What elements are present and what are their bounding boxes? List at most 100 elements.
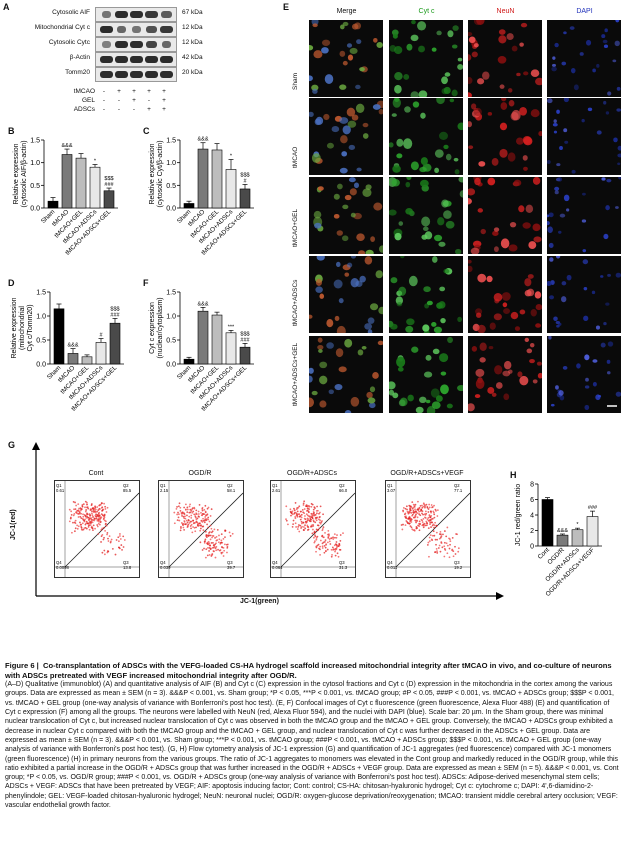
treatment-sign: +: [147, 88, 151, 95]
flow-event: [79, 521, 81, 524]
cell-spot: [458, 177, 463, 183]
flow-event: [293, 512, 296, 514]
cell-spot: [367, 329, 373, 333]
flow-quadrant-label: 3.07: [387, 488, 396, 493]
flow-event: [94, 527, 96, 530]
flow-event: [296, 513, 299, 516]
significance-label: &&&: [61, 143, 72, 149]
flow-event: [424, 506, 426, 509]
cell-spot: [422, 324, 430, 332]
y-tick-label: 4: [530, 513, 534, 520]
blot-band: [145, 56, 158, 63]
cell-spot: [342, 125, 351, 135]
flow-event: [81, 503, 84, 506]
cell-spot: [547, 221, 550, 226]
cell-spot: [605, 205, 610, 211]
flow-event: [188, 522, 191, 524]
significance-label: $$$: [240, 331, 249, 337]
micro-image-cell: [468, 177, 542, 254]
flow-event: [333, 544, 336, 547]
flow-event: [83, 527, 86, 530]
cell-spot: [319, 375, 328, 385]
y-axis-label: JC-1 red/green ratio: [515, 484, 522, 546]
flow-event: [430, 515, 433, 517]
cell-spot: [423, 286, 431, 293]
cell-spot: [477, 208, 484, 213]
flow-event: [214, 536, 216, 539]
flow-event: [211, 536, 213, 539]
blot-band: [161, 11, 172, 18]
cell-spot: [556, 177, 563, 182]
cell-spot: [336, 325, 346, 333]
cell-spot: [523, 166, 528, 171]
cell-spot: [561, 61, 567, 66]
panel-letter-c: C: [143, 126, 150, 136]
flow-quadrant-label: Q1: [387, 483, 393, 488]
y-axis-label: Cyt c expression: [149, 302, 156, 354]
flow-event: [187, 519, 190, 522]
flow-event: [217, 548, 219, 551]
flow-event: [440, 535, 443, 538]
panel-letter-d: D: [8, 278, 15, 288]
micro-row-label: tMCAO+ADSCs+GEL: [292, 342, 299, 406]
flow-event: [424, 514, 427, 516]
flow-event: [92, 519, 94, 522]
kda-label: 20 kDa: [182, 69, 203, 76]
flow-event: [90, 526, 93, 528]
flow-event: [104, 522, 107, 525]
flow-event: [421, 504, 423, 507]
flow-event: [180, 527, 182, 530]
flow-event: [204, 538, 207, 541]
flow-event: [446, 552, 449, 555]
flow-event: [419, 514, 422, 517]
cell-spot: [555, 385, 559, 390]
flow-event: [311, 516, 314, 519]
flow-event: [457, 547, 460, 550]
cell-spot: [451, 44, 458, 49]
flow-event: [402, 523, 404, 526]
cell-spot: [436, 98, 445, 105]
cell-spot: [582, 259, 589, 265]
flow-event: [435, 525, 438, 527]
flow-event: [219, 549, 222, 551]
cell-spot: [592, 68, 596, 73]
flow-event: [77, 513, 80, 515]
cell-spot: [493, 292, 503, 302]
cell-spot: [321, 39, 331, 47]
cell-spot: [524, 278, 532, 287]
flow-event: [92, 529, 94, 532]
flow-event: [190, 516, 193, 519]
flow-event: [201, 521, 204, 523]
cell-spot: [617, 153, 621, 158]
flow-event: [333, 536, 336, 539]
flow-event: [97, 515, 100, 517]
flow-event: [413, 529, 416, 532]
flow-event: [87, 517, 90, 519]
flow-event: [299, 515, 302, 518]
cell-spot: [616, 86, 621, 91]
flow-event: [428, 514, 431, 516]
cell-spot: [583, 286, 588, 291]
flow-event: [82, 515, 85, 518]
bar: [183, 358, 195, 365]
cell-spot: [585, 39, 592, 46]
y-axis-label: Relative expression: [149, 143, 156, 204]
flow-event: [202, 517, 204, 520]
cell-spot: [615, 272, 621, 278]
micro-image-cell: [389, 256, 463, 333]
cell-spot: [473, 43, 479, 48]
flow-event: [317, 518, 320, 521]
cell-spot: [431, 401, 441, 410]
flow-event: [425, 520, 428, 523]
cell-spot: [520, 22, 528, 28]
cell-spot: [349, 188, 357, 196]
significance-label: ###: [588, 505, 598, 511]
cell-spot: [457, 57, 463, 62]
flow-event: [295, 526, 298, 528]
cell-spot: [403, 74, 410, 80]
flow-event: [432, 523, 435, 526]
flow-event: [103, 516, 106, 518]
flow-event: [307, 526, 310, 528]
cell-spot: [501, 292, 511, 301]
blot-band: [116, 26, 127, 33]
